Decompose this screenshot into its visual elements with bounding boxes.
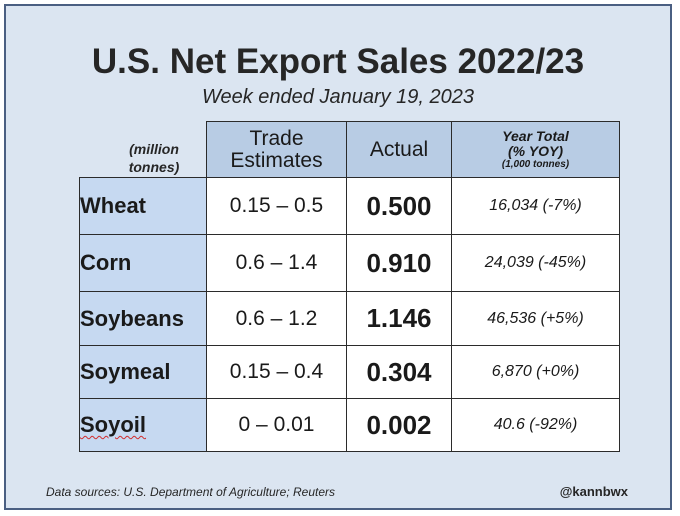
table-row: Soymeal 0.15 – 0.4 0.304 6,870 (+0%) [79, 345, 620, 399]
header-year-total-line3: (1,000 tonnes) [501, 158, 570, 170]
trade-estimate-cell: 0.15 – 0.4 [206, 345, 347, 399]
actual-cell: 0.500 [346, 177, 452, 235]
trade-estimate-cell: 0 – 0.01 [206, 398, 347, 452]
table-row: Soybeans 0.6 – 1.2 1.146 46,536 (+5%) [79, 291, 620, 346]
header-blank-cell [80, 122, 207, 178]
year-total-cell: 6,870 (+0%) [451, 345, 620, 399]
trade-estimate-cell: 0.15 – 0.5 [206, 177, 347, 235]
header-year-total-line2: (% YOY) [508, 142, 563, 159]
year-total-cell: 24,039 (-45%) [451, 234, 620, 292]
actual-cell: 1.146 [346, 291, 452, 346]
spellcheck-underlined-text: Soyoil [80, 412, 147, 437]
commodity-cell: Corn [79, 234, 207, 292]
commodity-cell: Soyoil [79, 398, 207, 452]
author-handle: @kannbwx [559, 484, 628, 499]
page-subtitle: Week ended January 19, 2023 [201, 86, 475, 108]
header-actual: Actual [346, 121, 452, 178]
commodity-cell: Soybeans [79, 291, 207, 346]
export-sales-table: Trade Estimates Actual Year Total (% YOY… [79, 121, 620, 452]
year-total-cell: 46,536 (+5%) [451, 291, 620, 346]
year-total-cell: 40.6 (-92%) [451, 398, 620, 452]
page-title: U.S. Net Export Sales 2022/23 [91, 42, 585, 81]
year-total-cell: 16,034 (-7%) [451, 177, 620, 235]
actual-cell: 0.910 [346, 234, 452, 292]
units-label: (million tonnes) [128, 141, 180, 175]
table-row: Soyoil 0 – 0.01 0.002 40.6 (-92%) [79, 398, 620, 452]
commodity-cell: Wheat [79, 177, 207, 235]
data-source-note: Data sources: U.S. Department of Agricul… [46, 485, 336, 499]
table-header-row: Trade Estimates Actual Year Total (% YOY… [80, 121, 620, 178]
header-trade-estimates: Trade Estimates [206, 121, 347, 178]
trade-estimate-cell: 0.6 – 1.4 [206, 234, 347, 292]
actual-cell: 0.002 [346, 398, 452, 452]
header-year-total: Year Total (% YOY) (1,000 tonnes) [451, 121, 620, 178]
commodity-cell: Soymeal [79, 345, 207, 399]
header-year-total-line1: Year Total [502, 127, 569, 144]
table-row: Wheat 0.15 – 0.5 0.500 16,034 (-7%) [79, 177, 620, 235]
trade-estimate-cell: 0.6 – 1.2 [206, 291, 347, 346]
table-row: Corn 0.6 – 1.4 0.910 24,039 (-45%) [79, 234, 620, 292]
actual-cell: 0.304 [346, 345, 452, 399]
